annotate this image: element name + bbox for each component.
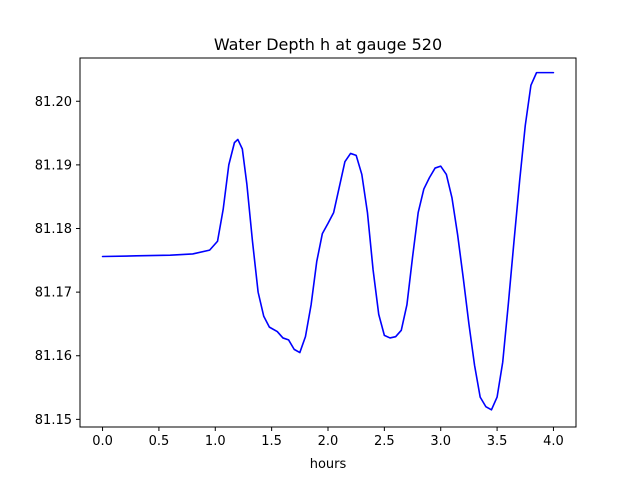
- series-line-0: [101, 71, 555, 411]
- x-tick-label: 4.0: [543, 434, 564, 449]
- x-tick-label: 1.5: [261, 434, 282, 449]
- x-tick-label: 0.5: [149, 434, 170, 449]
- chart-title: Water Depth h at gauge 520: [214, 35, 442, 54]
- x-tick-label: 2.5: [374, 434, 395, 449]
- x-tick-label: 0.0: [92, 434, 113, 449]
- y-tick-label: 81.18: [35, 222, 72, 237]
- x-tick-label: 3.5: [487, 434, 508, 449]
- x-tick-label: 1.0: [205, 434, 226, 449]
- plot-area: 0.0 0.5 1.0 1.5 2.0 2.5 3.0 3.5 4.0 81.15 81.16 81.…: [35, 57, 577, 449]
- y-tick-label: 81.20: [35, 95, 72, 110]
- x-axis-label: hours: [310, 457, 347, 472]
- y-tick-label: 81.16: [35, 349, 72, 364]
- x-tick-label: 3.0: [430, 434, 451, 449]
- x-tick-label: 2.0: [318, 434, 339, 449]
- y-tick-label: 81.17: [35, 286, 72, 301]
- y-tick-label: 81.15: [35, 413, 72, 428]
- y-tick-label: 81.19: [35, 158, 72, 173]
